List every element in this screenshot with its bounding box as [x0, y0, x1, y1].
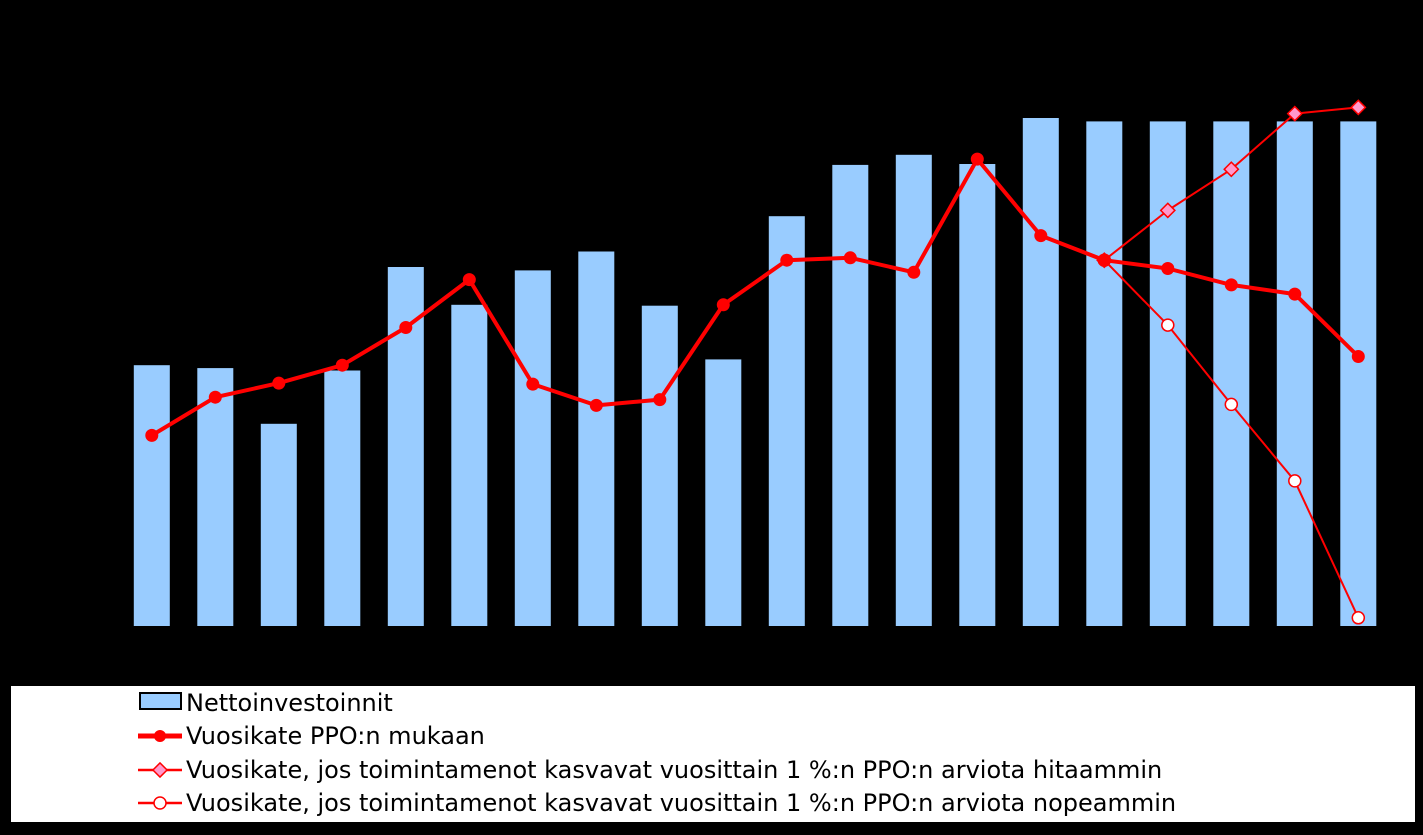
plot-area [133, 99, 1377, 627]
bar-6 [451, 304, 488, 626]
point-main-11 [780, 253, 794, 267]
point-main-9 [653, 393, 667, 407]
point-main-5 [399, 321, 413, 334]
bar-14 [959, 164, 996, 626]
point-main-15 [1034, 229, 1048, 243]
line-main [150, 157, 1360, 438]
point-main-17 [1161, 262, 1175, 275]
legend-label-slower-line: Vuosikate, jos toimintamenot kasvavat vu… [186, 756, 1162, 784]
bar-18 [1213, 121, 1250, 627]
legend-label-bars: Nettoinvestoinnit [186, 689, 393, 717]
point-main-20 [1351, 350, 1365, 363]
legend-entry-faster-line: Vuosikate, jos toimintamenot kasvavat vu… [138, 789, 1176, 817]
point-main-7 [526, 377, 540, 391]
legend-marker-slower-line [151, 761, 169, 779]
bar-1 [133, 365, 170, 626]
bar-12 [832, 164, 869, 626]
bar-2 [197, 368, 234, 626]
point-main-3 [272, 376, 286, 390]
bar-15 [1022, 118, 1059, 626]
point-main-13 [907, 265, 921, 279]
bar-13 [895, 154, 932, 627]
bar-7 [514, 270, 551, 626]
point-faster-19 [1288, 474, 1302, 488]
point-faster-17 [1161, 318, 1175, 332]
bar-20 [1340, 121, 1377, 627]
point-main-19 [1288, 287, 1302, 301]
point-main-12 [843, 251, 857, 265]
bar-17 [1149, 121, 1186, 627]
point-faster-20 [1351, 611, 1366, 625]
bar-19 [1276, 121, 1313, 627]
point-main-1 [145, 428, 159, 442]
point-main-8 [589, 398, 603, 412]
legend-marker-main-line [154, 730, 166, 742]
legend-label-faster-line: Vuosikate, jos toimintamenot kasvavat vu… [186, 789, 1176, 817]
legend-entry-bars: Nettoinvestoinnit [139, 689, 393, 717]
bar-11 [768, 216, 805, 626]
point-main-4 [335, 358, 349, 372]
legend: Nettoinvestoinnit Vuosikate PPO:n mukaan… [11, 686, 1415, 822]
legend-marker-faster-line [153, 796, 167, 810]
legend-swatch-bars [139, 692, 182, 710]
bar-9 [641, 305, 678, 626]
point-slower-18 [1223, 161, 1240, 178]
legend-label-main-line: Vuosikate PPO:n mukaan [186, 722, 485, 750]
point-main-2 [208, 390, 222, 404]
legend-box [11, 686, 1415, 822]
point-main-6 [462, 273, 476, 287]
point-slower-17 [1159, 202, 1176, 219]
bar-16 [1086, 121, 1123, 627]
bar-3 [260, 423, 297, 626]
bar-10 [705, 359, 742, 626]
bar-8 [578, 251, 615, 626]
point-main-10 [716, 298, 730, 312]
legend-entry-main-line: Vuosikate PPO:n mukaan [138, 722, 485, 750]
legend-entry-slower-line: Vuosikate, jos toimintamenot kasvavat vu… [138, 756, 1162, 784]
point-slower-20 [1350, 99, 1367, 116]
point-main-18 [1224, 278, 1238, 292]
point-main-16 [1097, 253, 1111, 267]
bar-5 [387, 267, 424, 626]
point-faster-18 [1224, 397, 1239, 412]
point-main-14 [970, 152, 984, 166]
point-slower-19 [1286, 105, 1303, 122]
bar-4 [324, 370, 361, 626]
